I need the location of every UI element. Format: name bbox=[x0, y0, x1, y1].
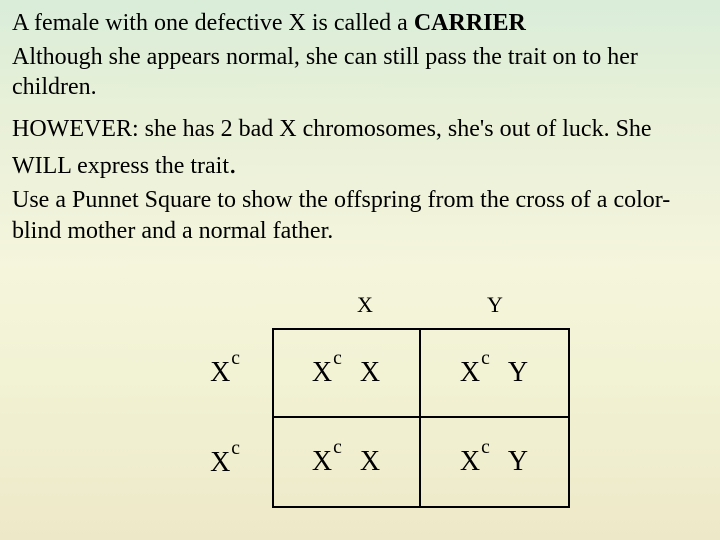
cell-0-1: XcY bbox=[421, 330, 568, 418]
mother-allele-2: Xc bbox=[170, 418, 240, 508]
mother-allele-1: Xc bbox=[170, 328, 240, 418]
cell-0-0: XcX bbox=[274, 330, 421, 418]
carrier-bold: CARRIER bbox=[414, 10, 526, 36]
punnett-grid: XcX XcY XcX XcY bbox=[272, 328, 570, 508]
cell-1-1: XcY bbox=[421, 418, 568, 506]
father-alleles-row: X Y bbox=[300, 292, 560, 318]
mother-alleles-col: Xc Xc bbox=[170, 328, 240, 508]
father-allele-y: Y bbox=[430, 292, 560, 318]
however-text: HOWEVER: she has 2 bad X chromosomes, sh… bbox=[12, 116, 652, 179]
father-allele-x: X bbox=[300, 292, 430, 318]
cell-1-0: XcX bbox=[274, 418, 421, 506]
however-clause: HOWEVER: she has 2 bad X chromosomes, sh… bbox=[12, 114, 708, 183]
carrier-definition: A female with one defective X is called … bbox=[12, 8, 708, 38]
period-dot: . bbox=[229, 147, 237, 180]
instruction: Use a Punnet Square to show the offsprin… bbox=[12, 185, 708, 246]
text-pre: A female with one defective X is called … bbox=[12, 10, 414, 36]
carrier-explanation: Although she appears normal, she can sti… bbox=[12, 42, 708, 102]
